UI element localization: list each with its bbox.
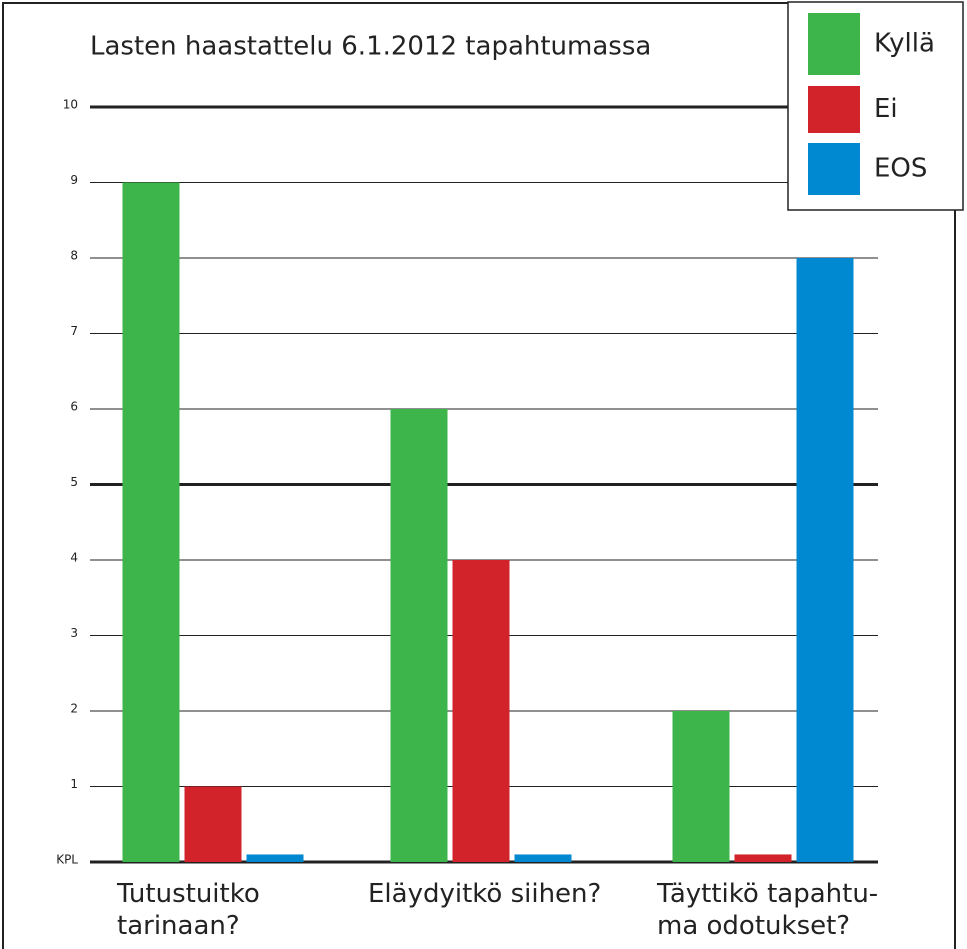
bar <box>672 711 730 862</box>
bar <box>122 182 180 862</box>
y-tick-label: 3 <box>70 626 78 640</box>
legend-label: EOS <box>874 154 927 184</box>
legend-label: Kyllä <box>874 29 935 59</box>
y-tick-label: 9 <box>70 173 78 187</box>
legend-swatch <box>808 13 860 75</box>
y-tick-label: 4 <box>70 551 78 565</box>
chart-title: Lasten haastattelu 6.1.2012 tapahtumassa <box>90 32 651 62</box>
bar <box>246 854 304 862</box>
x-tick-label: Eläydyitkö siihen? <box>368 879 602 909</box>
y-tick-label: 6 <box>70 400 78 414</box>
x-tick-label: Tutustuitko tarinaan? <box>117 879 260 941</box>
y-tick-label: 2 <box>70 702 78 716</box>
bar <box>184 786 242 862</box>
legend-swatch <box>808 143 860 195</box>
bar <box>734 854 792 862</box>
bar <box>390 409 448 862</box>
y-tick-label: 10 <box>63 98 78 112</box>
y-tick-label: KPL <box>56 853 78 867</box>
x-tick-label: Täyttikö tapahtu- ma odotukset? <box>657 879 879 941</box>
bar <box>796 258 854 862</box>
y-tick-label: 1 <box>70 777 78 791</box>
bar <box>452 560 510 862</box>
bar <box>514 854 572 862</box>
y-tick-label: 5 <box>70 475 78 489</box>
y-tick-label: 8 <box>70 249 78 263</box>
y-tick-label: 7 <box>70 324 78 338</box>
legend-label: Ei <box>874 94 898 124</box>
legend-swatch <box>808 86 860 133</box>
